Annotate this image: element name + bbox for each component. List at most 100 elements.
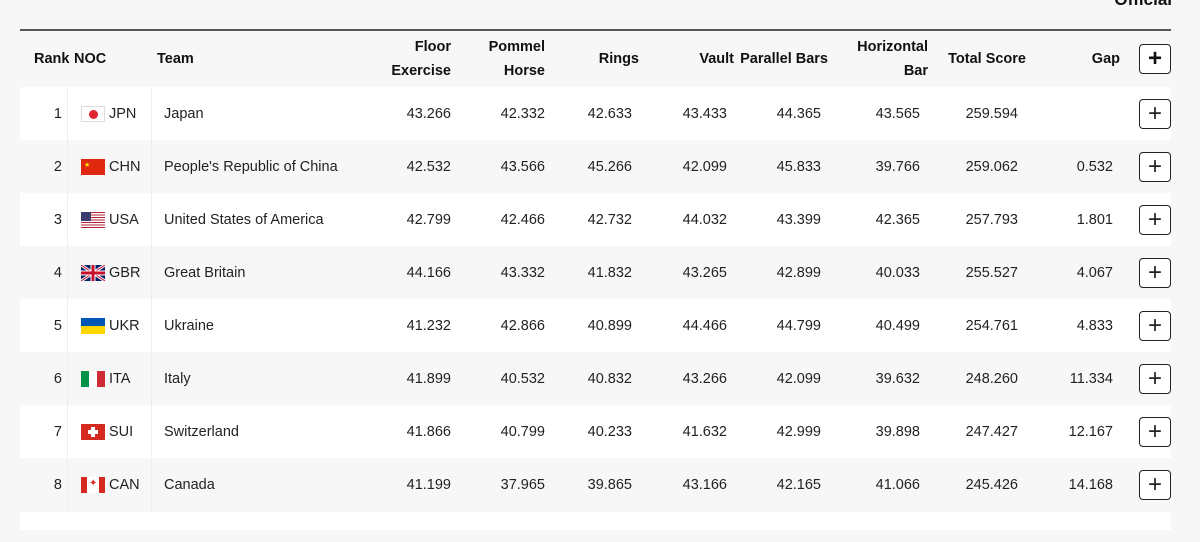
horizontal-score: 43.565 — [875, 105, 920, 122]
vault-score: 41.632 — [682, 423, 727, 440]
header-floor[interactable]: Floor Exercise — [391, 39, 451, 79]
parallel-score: 44.365 — [776, 105, 821, 122]
gap: 4.833 — [1076, 317, 1113, 334]
header-pommel[interactable]: Pommel Horse — [488, 39, 545, 79]
divider — [151, 246, 152, 299]
parallel-score: 42.899 — [776, 264, 821, 281]
rank: 7 — [53, 423, 62, 440]
gap: 12.167 — [1068, 423, 1113, 440]
team-name[interactable]: United States of America — [164, 211, 324, 228]
rings-score: 40.832 — [587, 370, 632, 387]
expand-all-button[interactable]: + — [1139, 44, 1171, 74]
rank: 1 — [53, 105, 62, 122]
total-score: 257.793 — [965, 211, 1018, 228]
gap: 1.801 — [1076, 211, 1113, 228]
noc: UKR — [81, 299, 140, 352]
floor-score: 42.532 — [406, 158, 451, 175]
floor-score: 43.266 — [406, 105, 451, 122]
divider — [67, 140, 68, 193]
pommel-score: 42.332 — [500, 105, 545, 122]
team-name[interactable]: Italy — [164, 370, 191, 387]
vault-score: 43.265 — [682, 264, 727, 281]
gap: 4.067 — [1076, 264, 1113, 281]
vault-score: 43.433 — [682, 105, 727, 122]
noc-code: CHN — [109, 158, 141, 175]
header-rings[interactable]: Rings — [598, 51, 639, 67]
team-name[interactable]: Ukraine — [164, 317, 214, 334]
header-total[interactable]: Total Score — [948, 51, 1026, 67]
total-score: 255.527 — [965, 264, 1018, 281]
vault-score: 42.099 — [682, 158, 727, 175]
expand-row-button[interactable]: + — [1139, 204, 1171, 235]
table-row: 6 ITA Italy 41.899 40.532 40.832 43.266 … — [20, 352, 1171, 405]
noc-code: GBR — [109, 264, 141, 281]
horizontal-score: 42.365 — [875, 211, 920, 228]
noc: SUI — [81, 405, 133, 458]
status-label: Official — [1114, 0, 1172, 10]
parallel-score: 42.999 — [776, 423, 821, 440]
table-row: 1 JPN Japan 43.266 42.332 42.633 43.433 … — [20, 87, 1171, 140]
expand-row-button[interactable]: + — [1139, 310, 1171, 341]
pommel-score: 43.332 — [500, 264, 545, 281]
team-name[interactable]: Great Britain — [164, 264, 246, 281]
header-rank[interactable]: Rank — [34, 51, 70, 67]
header-horizontal[interactable]: Horizontal Bar — [857, 39, 928, 79]
divider — [151, 405, 152, 458]
table-row: 2 ★ CHN People's Republic of China 42.532… — [20, 140, 1171, 193]
expand-row-button[interactable]: + — [1139, 98, 1171, 129]
header-team[interactable]: Team — [157, 51, 194, 67]
pommel-score: 40.532 — [500, 370, 545, 387]
expand-row-button[interactable]: + — [1139, 416, 1171, 447]
noc: ITA — [81, 352, 130, 405]
rings-score: 41.832 — [587, 264, 632, 281]
total-score: 259.594 — [965, 105, 1018, 122]
noc-code: USA — [109, 211, 139, 228]
divider — [151, 140, 152, 193]
header-vault[interactable]: Vault — [699, 51, 734, 67]
rank: 3 — [53, 211, 62, 228]
expand-row-button[interactable]: + — [1139, 363, 1171, 394]
flag-uk-icon — [81, 264, 105, 281]
parallel-score: 44.799 — [776, 317, 821, 334]
flag-japan-icon — [81, 105, 105, 122]
parallel-score: 43.399 — [776, 211, 821, 228]
table-row: 7 SUI Switzerland 41.866 40.799 40.233 4… — [20, 405, 1171, 458]
expand-row-button[interactable]: + — [1139, 469, 1171, 500]
total-score: 245.426 — [965, 476, 1018, 493]
noc: ★ CHN — [81, 140, 140, 193]
rings-score: 42.732 — [587, 211, 632, 228]
divider — [67, 352, 68, 405]
floor-score: 42.799 — [406, 211, 451, 228]
expand-row-button[interactable]: + — [1139, 257, 1171, 288]
divider — [151, 87, 152, 140]
floor-score: 41.199 — [406, 476, 451, 493]
noc: JPN — [81, 87, 136, 140]
flag-switzerland-icon — [81, 423, 105, 440]
horizontal-score: 40.499 — [875, 317, 920, 334]
noc: USA — [81, 193, 139, 246]
floor-score: 44.166 — [406, 264, 451, 281]
horizontal-score: 41.066 — [875, 476, 920, 493]
floor-score: 41.232 — [406, 317, 451, 334]
flag-canada-icon: ✦ — [81, 476, 105, 493]
team-name[interactable]: Switzerland — [164, 423, 239, 440]
noc-code: UKR — [109, 317, 140, 334]
pommel-score: 43.566 — [500, 158, 545, 175]
rank: 4 — [53, 264, 62, 281]
header-noc[interactable]: NOC — [74, 51, 107, 67]
team-name[interactable]: Japan — [164, 105, 204, 122]
table-footer — [20, 512, 1171, 530]
team-name[interactable]: People's Republic of China — [164, 158, 338, 175]
table-header: Rank NOC Team Floor Exercise Pommel Hors… — [20, 31, 1171, 87]
header-parallel[interactable]: Parallel Bars — [740, 51, 828, 67]
divider — [151, 352, 152, 405]
rings-score: 39.865 — [587, 476, 632, 493]
rank: 6 — [53, 370, 62, 387]
expand-row-button[interactable]: + — [1139, 151, 1171, 182]
header-gap[interactable]: Gap — [1091, 51, 1120, 67]
divider — [151, 458, 152, 511]
total-score: 247.427 — [965, 423, 1018, 440]
team-name[interactable]: Canada — [164, 476, 215, 493]
noc: ✦ CAN — [81, 458, 140, 511]
noc-code: ITA — [109, 370, 131, 387]
